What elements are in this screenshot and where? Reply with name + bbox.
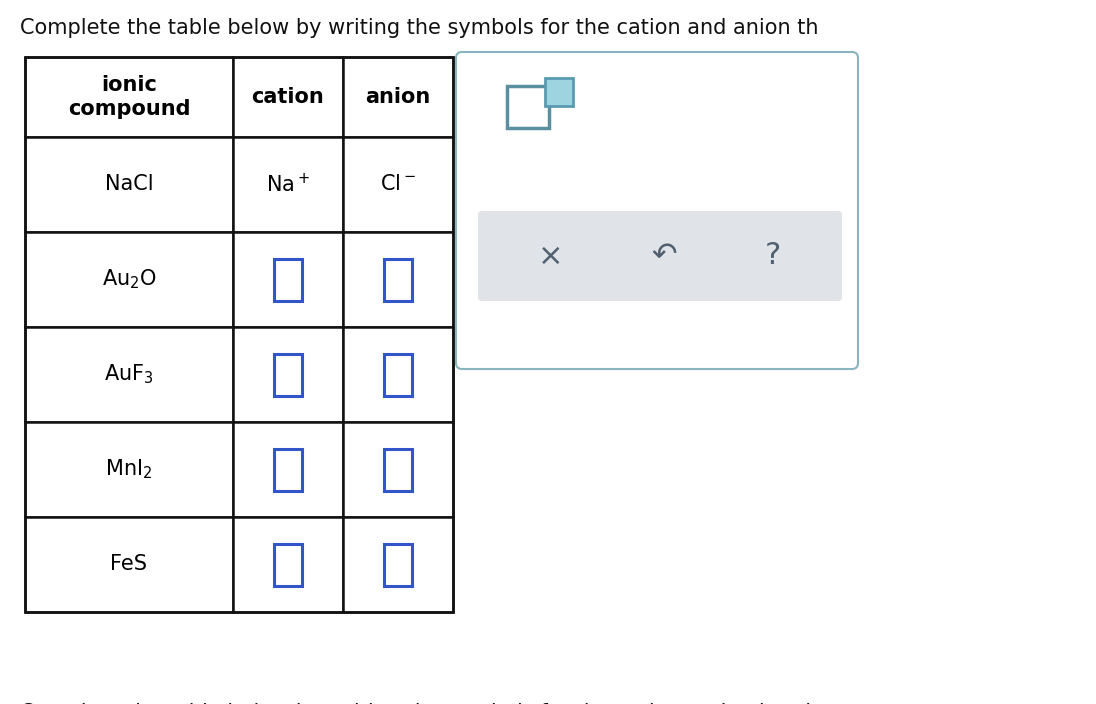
FancyBboxPatch shape (478, 211, 842, 301)
Bar (545, 78, 573, 106)
Bar (343, 327, 453, 422)
FancyBboxPatch shape (456, 52, 858, 369)
Bar (274, 353, 302, 396)
Bar (25, 57, 453, 612)
Bar (25, 517, 233, 612)
Text: ×: × (538, 241, 563, 270)
Bar (507, 86, 549, 128)
Bar (343, 57, 453, 137)
Text: Complete the table below by writing the symbols for the cation and anion th: Complete the table below by writing the … (20, 18, 819, 38)
Text: ↶: ↶ (651, 241, 676, 270)
Bar (274, 258, 302, 301)
Bar (384, 353, 412, 396)
Bar (343, 137, 453, 232)
Text: Cl$^-$: Cl$^-$ (380, 175, 416, 194)
Bar (25, 422, 233, 517)
Text: Na$^+$: Na$^+$ (266, 173, 310, 196)
Bar (233, 57, 343, 137)
Bar (274, 543, 302, 586)
Bar (384, 448, 412, 491)
Bar (233, 137, 343, 232)
Bar (384, 543, 412, 586)
Text: ?: ? (765, 241, 781, 270)
Text: FeS: FeS (111, 555, 148, 574)
Text: Au$_2$O: Au$_2$O (102, 268, 157, 291)
Bar (233, 517, 343, 612)
Bar (25, 137, 233, 232)
Bar (343, 517, 453, 612)
Bar (25, 232, 233, 327)
Text: ionic
compound: ionic compound (68, 75, 191, 120)
Bar (274, 448, 302, 491)
Bar (384, 258, 412, 301)
Text: Complete the table below by writing the symbols for the cation and anion th: Complete the table below by writing the … (20, 703, 819, 704)
Bar (343, 422, 453, 517)
Text: anion: anion (365, 87, 431, 107)
Bar (233, 232, 343, 327)
Text: NaCl: NaCl (105, 175, 153, 194)
Bar (25, 57, 233, 137)
Text: MnI$_2$: MnI$_2$ (105, 458, 152, 482)
Bar (343, 232, 453, 327)
Bar (233, 327, 343, 422)
Bar (233, 422, 343, 517)
Text: cation: cation (252, 87, 324, 107)
Bar (25, 327, 233, 422)
Text: AuF$_3$: AuF$_3$ (104, 363, 153, 386)
